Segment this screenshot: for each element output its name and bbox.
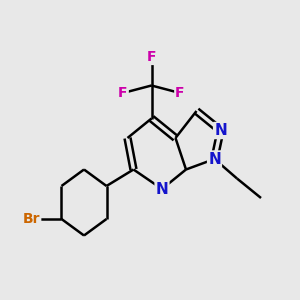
Text: Br: Br [23,212,40,226]
Text: F: F [118,86,128,100]
Text: N: N [156,182,168,196]
Text: N: N [214,123,227,138]
Text: F: F [147,50,156,64]
Text: F: F [175,86,185,100]
Text: N: N [208,152,221,166]
